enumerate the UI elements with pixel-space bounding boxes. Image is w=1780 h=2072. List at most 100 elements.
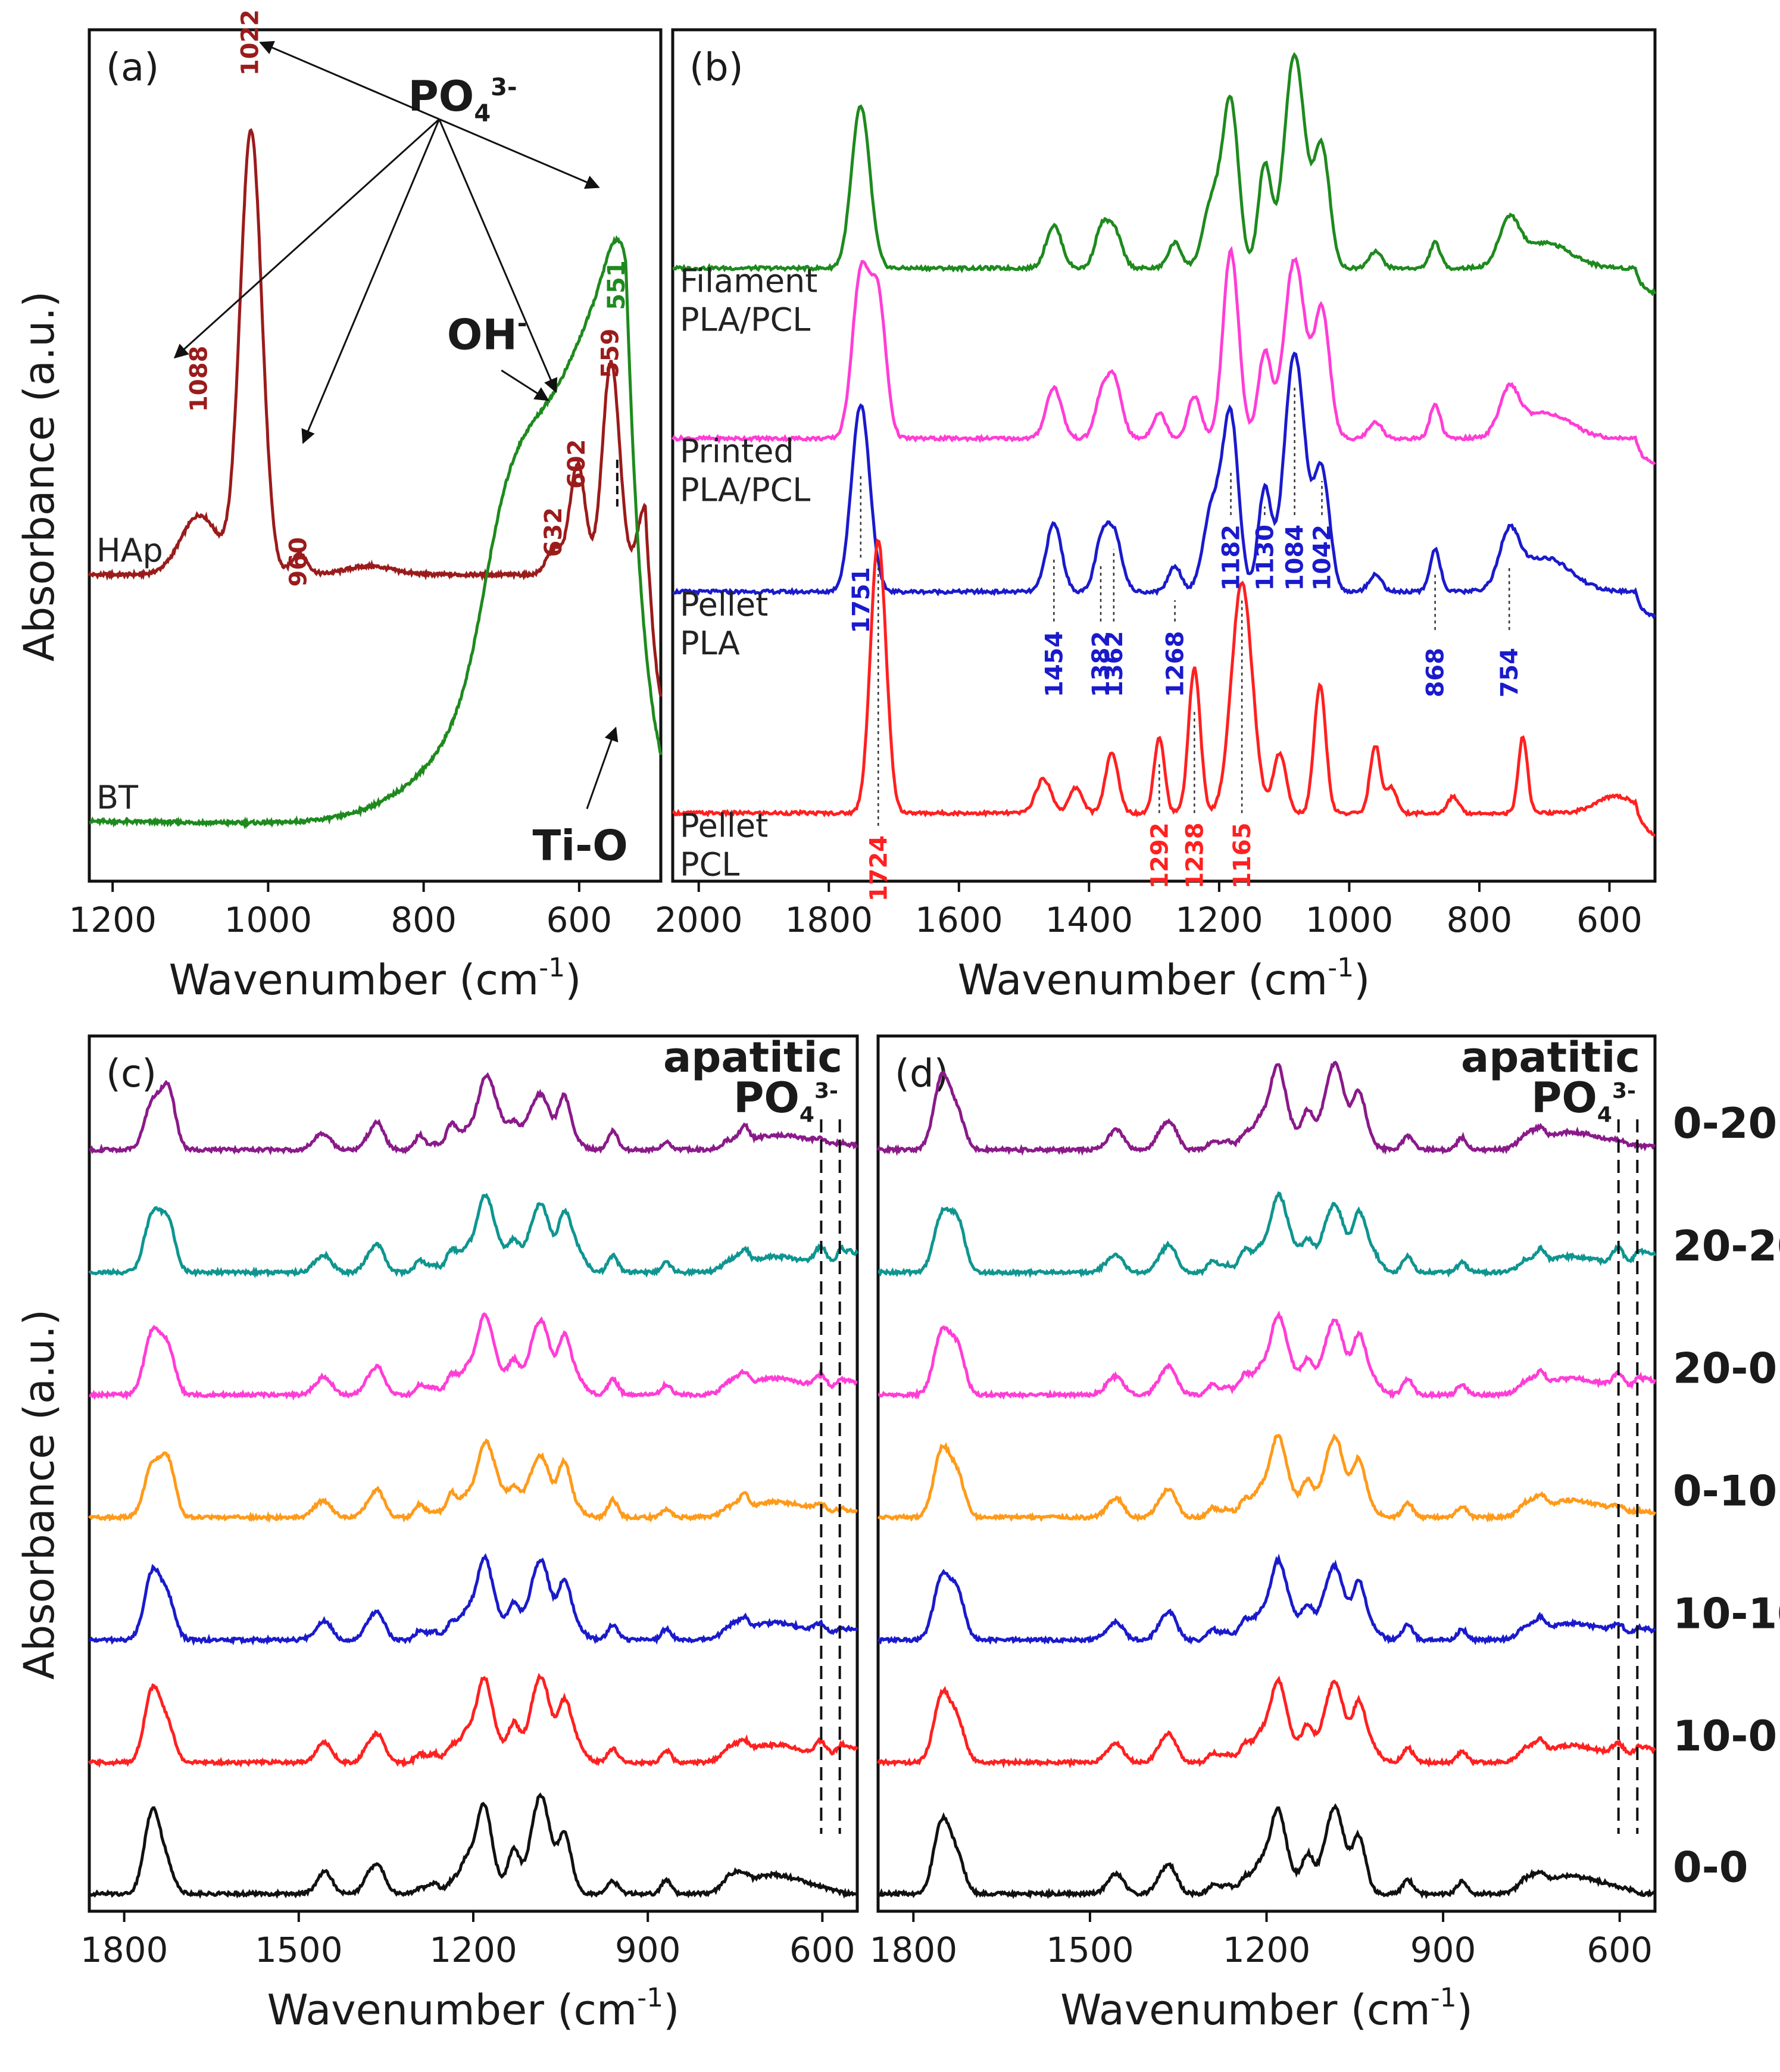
x-tick-label: 1500 <box>1046 1930 1134 1970</box>
tio-arrow <box>586 726 619 809</box>
spectrum-line <box>88 1553 858 1646</box>
oh-text: OH <box>447 310 517 359</box>
x-tick-label: 1800 <box>870 1930 958 1970</box>
series-label: 10-10 <box>1673 1589 1780 1638</box>
po4-arrow <box>301 118 441 444</box>
x-axis-label-text: Wavenumber (cm <box>958 956 1328 1004</box>
x-tick-label: 900 <box>615 1930 681 1970</box>
series-label-line2: Pellet <box>680 586 768 623</box>
peak-label: 1362 <box>1101 631 1128 697</box>
plot-frame <box>88 28 663 883</box>
x-tick-label: 1000 <box>1306 900 1394 940</box>
spectrum-line <box>876 1060 1656 1156</box>
plot-frame <box>88 1034 859 1913</box>
peak-label: 754 <box>1496 648 1523 698</box>
oh-annotation: OH- <box>447 310 527 359</box>
peak-label: 1165 <box>1229 822 1256 888</box>
peak-label: 1088 <box>185 346 213 412</box>
x-tick-label: 600 <box>1576 900 1642 940</box>
po4-arrow <box>173 118 440 359</box>
spectrum-line <box>89 1072 858 1156</box>
po4-sup: 3- <box>491 74 517 101</box>
x-axis-label-close: ) <box>1354 956 1370 1004</box>
peak-label: 1130 <box>1251 525 1279 591</box>
x-tick-label: 1400 <box>1045 900 1133 940</box>
panel-c: 1800 1500 1200 900 600 Wavenumber (cm-1) (c) ap… <box>80 1033 859 2034</box>
x-axis-label-text: Wavenumber (cm <box>169 956 539 1004</box>
peak-label: 602 <box>563 439 591 489</box>
po4-arrow <box>439 118 600 189</box>
spectrum-line <box>877 1433 1657 1523</box>
x-tick-label: 1200 <box>1223 1930 1311 1970</box>
apatitic-po4-label: PO43- <box>733 1074 838 1127</box>
x-tick-label: 1500 <box>255 1930 343 1970</box>
series-label-line1: PLA <box>680 625 740 662</box>
x-tick-label: 900 <box>1410 1930 1476 1970</box>
spectrum-line <box>88 1438 858 1524</box>
po4-arrow <box>438 118 558 393</box>
x-axis-label-close: ) <box>1457 1986 1473 2034</box>
spectrum-line <box>671 245 1656 466</box>
x-tick-label: 600 <box>546 900 612 940</box>
series-label: BT <box>96 779 139 816</box>
peak-label: 1751 <box>848 567 875 633</box>
spectrum-line <box>876 1675 1656 1769</box>
ylabel-bottom: Absorbance (a.u.) <box>15 1309 64 1680</box>
x-tick-label: 1200 <box>429 1930 517 1970</box>
tio-annotation: Ti-O <box>532 821 627 870</box>
peak-label: 1182 <box>1218 525 1245 591</box>
x-tick-label: 1000 <box>224 900 313 940</box>
x-tick-label: 2000 <box>655 900 743 940</box>
peak-label: 1268 <box>1162 631 1189 697</box>
spectrum-line <box>877 1191 1657 1279</box>
apatitic-label: apatitic <box>663 1033 842 1082</box>
ylabel-top: Absorbance (a.u.) <box>15 291 64 661</box>
spectrum-line <box>672 538 1656 837</box>
x-tick-label: 800 <box>1447 900 1513 940</box>
spectrum-line <box>876 1803 1656 1899</box>
peak-label: 1022 <box>237 10 264 76</box>
x-axis-label: Wavenumber (cm-1) <box>267 1983 680 2034</box>
series-label-line2: Filament <box>680 262 817 299</box>
po4-text: PO <box>408 72 474 121</box>
x-tick-label: 600 <box>1587 1930 1653 1970</box>
panel-b: 2000 1800 1600 1400 1200 1000 800 600 Wavenumber… <box>655 28 1657 1004</box>
x-tick-label: 1600 <box>915 900 1003 940</box>
series-label: 20-0 <box>1673 1344 1777 1393</box>
x-axis-label-text: Wavenumber (cm <box>1060 1986 1431 2034</box>
x-axis-label: Wavenumber (cm-1) <box>958 953 1370 1004</box>
series-label: 0-20 <box>1673 1099 1777 1148</box>
oh-sup: - <box>517 310 527 337</box>
series-label-line1: PLA/PCL <box>680 301 810 338</box>
peak-label: 1454 <box>1041 631 1068 697</box>
spectrum-line <box>88 1672 859 1768</box>
series-label: 10-0 <box>1673 1712 1777 1761</box>
peak-label: 1724 <box>865 835 892 901</box>
series-label-line1: PCL <box>680 846 739 884</box>
x-axis-label: Wavenumber (cm-1) <box>1060 1983 1473 2034</box>
series-label: 0-0 <box>1673 1843 1748 1892</box>
apatitic-po4-text: PO <box>1531 1074 1597 1122</box>
peak-label: 1238 <box>1181 822 1208 888</box>
peak-label: 632 <box>540 507 567 557</box>
peak-label: 1042 <box>1309 525 1336 591</box>
x-tick-label: 1800 <box>785 900 873 940</box>
spectrum-line <box>672 351 1657 620</box>
series-label-line1: PLA/PCL <box>680 471 810 508</box>
x-tick-label: 600 <box>789 1930 855 1970</box>
series-label-line2: Printed <box>680 432 794 470</box>
x-axis-label-sup: -1 <box>637 1983 663 2013</box>
peak-label: 1382 <box>1088 631 1115 697</box>
peak-label: 1084 <box>1282 525 1309 591</box>
panel-label: (b) <box>689 46 744 90</box>
spectrum-line <box>89 1312 858 1401</box>
x-axis-label-close: ) <box>663 1986 679 2034</box>
plot-frame <box>671 28 1657 883</box>
peak-label: 1292 <box>1146 822 1173 888</box>
peak-label: 551 <box>603 260 630 310</box>
oh-arrow <box>501 369 549 401</box>
x-tick-label: 1200 <box>68 900 157 940</box>
apatitic-po4-sup: 3- <box>814 1079 838 1103</box>
peak-label: 960 <box>285 537 313 587</box>
